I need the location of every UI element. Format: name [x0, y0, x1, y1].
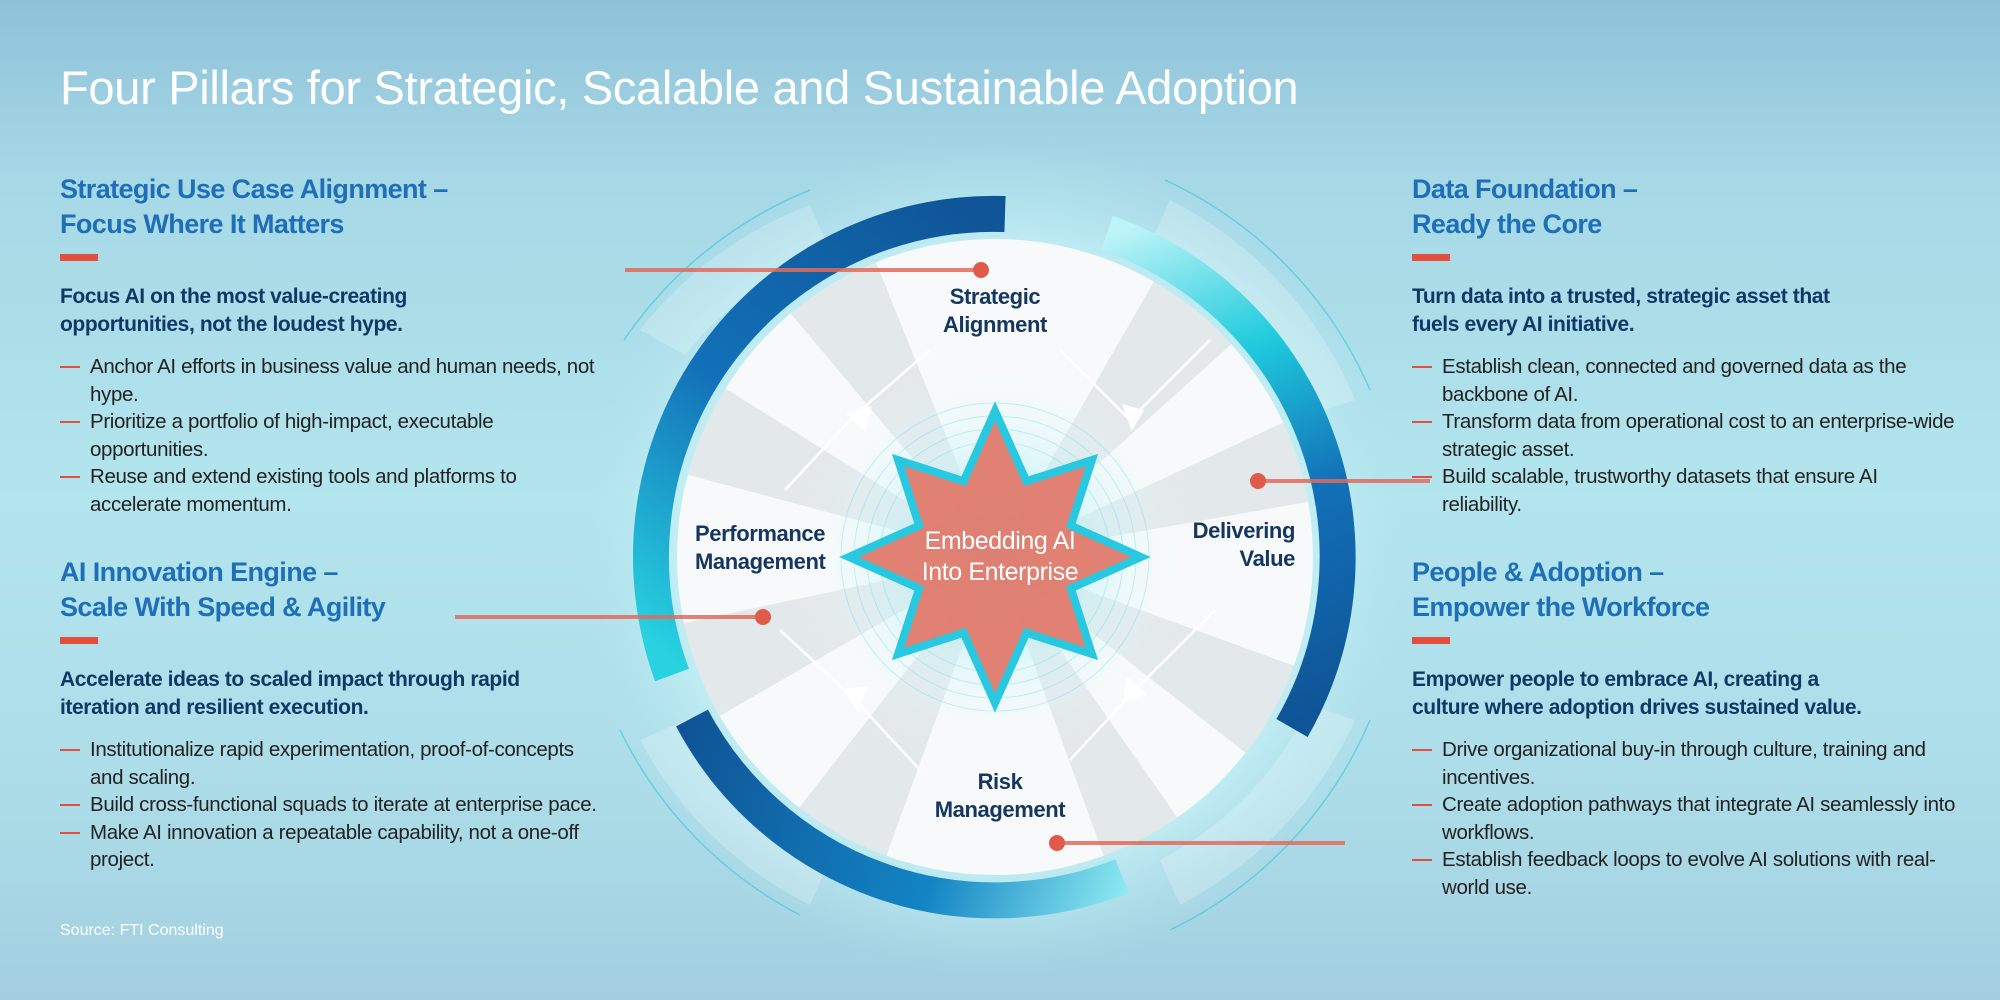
pillar-heading: Ready the Core — [1412, 209, 1602, 239]
dash-icon — [1412, 366, 1432, 368]
bullet-item: Institutionalize rapid experimentation, … — [60, 736, 610, 791]
accent-bar — [1412, 637, 1450, 644]
dash-icon — [1412, 476, 1432, 478]
bullet-item: Anchor AI efforts in business value and … — [60, 353, 610, 408]
cycle-arrows — [779, 339, 1216, 771]
source-note: Source: FTI Consulting — [60, 922, 224, 939]
pillar-summary: Accelerate ideas to scaled impact throug… — [60, 668, 520, 719]
center-label-line: Embedding AI — [924, 527, 1076, 555]
dash-icon — [60, 476, 80, 478]
pillar-bullets: Establish clean, connected and governed … — [1412, 353, 1972, 518]
pillar-heading: Empower the Workforce — [1412, 592, 1710, 622]
accent-bar — [1412, 254, 1450, 261]
center-label-line: Into Enterprise — [921, 558, 1079, 586]
dash-icon — [60, 831, 80, 834]
decorative-outline-arcs — [619, 179, 1371, 931]
pillar-heading: Strategic Use Case Alignment – — [60, 174, 448, 204]
bullet-item: Build cross-functional squads to iterate… — [60, 791, 610, 819]
dash-icon — [1412, 859, 1432, 861]
dash-icon — [60, 749, 80, 751]
ring-arc-bottom — [676, 709, 1129, 919]
segment-label-line: Alignment — [943, 312, 1047, 337]
ring-arc-right — [1101, 215, 1356, 737]
segment-label-line: Value — [1239, 546, 1296, 571]
ring-arc-top-left — [633, 195, 1006, 682]
pillar-summary: Focus AI on the most value-creating oppor… — [60, 285, 407, 336]
arrow-icon — [1121, 404, 1144, 431]
bullet-item: Create adoption pathways that integrate … — [1412, 791, 1962, 846]
bullet-item: Build scalable, trustworthy datasets tha… — [1412, 463, 1962, 518]
bullet-item: Drive organizational buy-in through cult… — [1412, 736, 1962, 791]
bullet-item: Reuse and extend existing tools and plat… — [60, 463, 610, 518]
wheel-ring — [633, 195, 1356, 919]
segment-label-line: Delivering — [1192, 518, 1296, 543]
bullet-item: Establish clean, connected and governed … — [1412, 353, 1962, 408]
dash-icon — [60, 366, 80, 368]
center-label: Embedding AI Into Enterprise — [880, 526, 1120, 588]
arrow-icon — [845, 406, 872, 433]
center-star — [839, 401, 1151, 713]
segment-label-line: Strategic — [949, 284, 1041, 309]
pillar-heading: Data Foundation – — [1412, 174, 1638, 204]
pillar-data-foundation: Data Foundation – Ready the Core Turn da… — [1412, 172, 1972, 518]
accent-bar — [60, 637, 98, 644]
arrow-icon — [1122, 677, 1148, 704]
pillar-heading: People & Adoption – — [1412, 557, 1664, 587]
segment-strategic-alignment: Strategic Alignment — [925, 283, 1065, 339]
dash-icon — [1412, 804, 1432, 806]
bullet-item: Make AI innovation a repeatable capabili… — [60, 819, 610, 874]
pillar-summary: Turn data into a trusted, strategic asse… — [1412, 285, 1830, 336]
segment-label-line: Risk — [977, 769, 1023, 794]
accent-bar — [60, 254, 98, 261]
pillar-bullets: Institutionalize rapid experimentation, … — [60, 736, 620, 874]
pillar-heading: Focus Where It Matters — [60, 209, 344, 239]
segment-delivering-value: Delivering Value — [1160, 517, 1296, 573]
connector-dot — [1049, 835, 1065, 851]
pillar-bullets: Drive organizational buy-in through cult… — [1412, 736, 1972, 901]
segment-label-line: Performance — [695, 521, 826, 546]
segment-label-line: Management — [695, 549, 826, 574]
pillar-people-adoption: People & Adoption – Empower the Workforc… — [1412, 555, 1972, 901]
pillar-summary: Empower people to embrace AI, creating a… — [1412, 668, 1862, 719]
segment-performance-management: Performance Management — [695, 520, 845, 576]
bullet-item: Prioritize a portfolio of high-impact, e… — [60, 408, 610, 463]
arrow-icon — [842, 686, 868, 713]
connectors — [455, 262, 1430, 851]
dash-icon — [1412, 749, 1432, 751]
bullet-item: Establish feedback loops to evolve AI so… — [1412, 846, 1962, 901]
bullet-item: Transform data from operational cost to … — [1412, 408, 1962, 463]
page-title: Four Pillars for Strategic, Scalable and… — [60, 61, 1299, 114]
pillar-bullets: Anchor AI efforts in business value and … — [60, 353, 620, 518]
dash-icon — [60, 804, 80, 806]
connector-dot — [1250, 473, 1266, 489]
segment-risk-management: Risk Management — [925, 768, 1075, 824]
segment-label-line: Management — [934, 797, 1066, 822]
dash-icon — [1412, 421, 1432, 423]
pillar-heading: Scale With Speed & Agility — [60, 592, 386, 622]
pillar-heading: AI Innovation Engine – — [60, 557, 338, 587]
pillar-strategic-use-case-alignment: Strategic Use Case Alignment – Focus Whe… — [60, 172, 620, 518]
connector-dot — [973, 262, 989, 278]
dash-icon — [60, 421, 80, 423]
pillar-ai-innovation-engine: AI Innovation Engine – Scale With Speed … — [60, 555, 620, 874]
connector-dot — [755, 609, 771, 625]
